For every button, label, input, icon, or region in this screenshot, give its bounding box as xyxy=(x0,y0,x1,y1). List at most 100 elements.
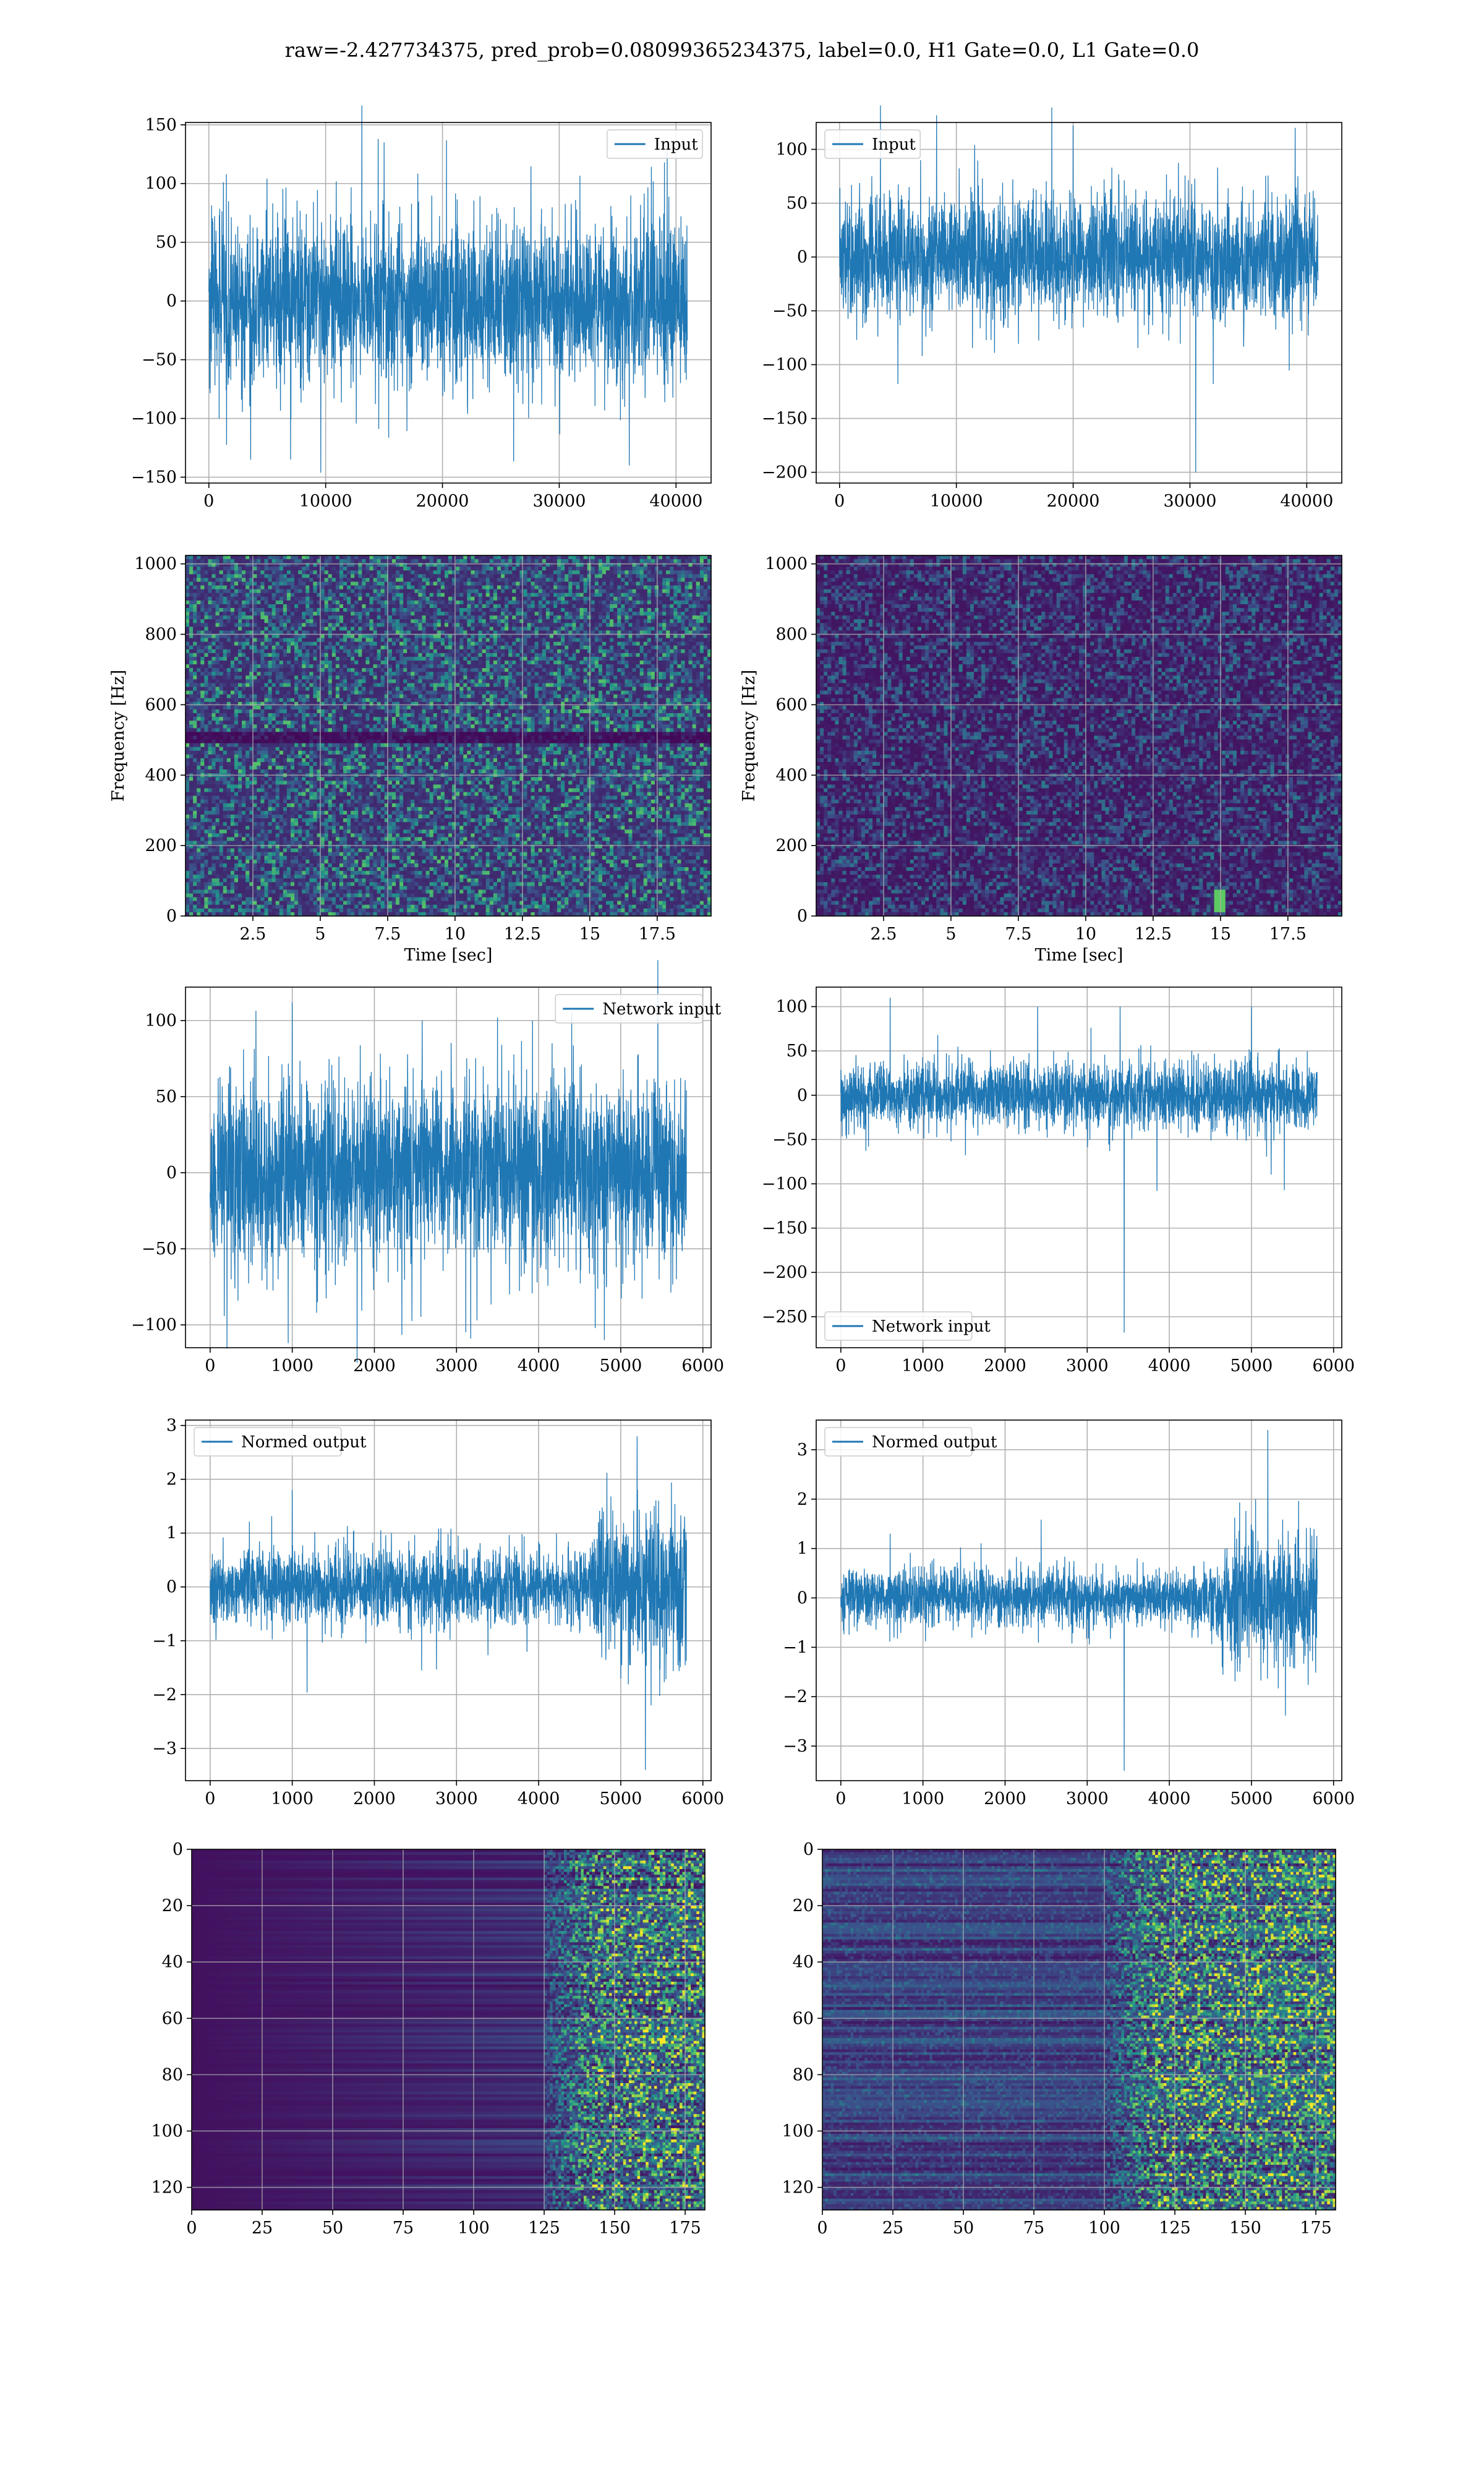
h1-input-ytick-label: 0 xyxy=(166,292,177,311)
h1-normed-output-ytick-label: −1 xyxy=(152,1632,177,1651)
l1-normed-output-ytick-label: −3 xyxy=(783,1737,808,1756)
l1-network-input-axes-frame xyxy=(816,987,1342,1348)
h1-network-input-xtick-label: 5000 xyxy=(600,1356,642,1376)
h1-network-input-xtick-label: 1000 xyxy=(271,1356,313,1376)
l1-feature-map-ytick-label: 80 xyxy=(793,2065,814,2084)
l1-feature-map-xtick-label: 125 xyxy=(1159,2219,1191,2238)
h1-feature-map-heatmap-cells xyxy=(192,1849,706,2211)
h1-network-input-ytick-label: −50 xyxy=(142,1239,177,1259)
l1-spectrogram-xtick-label: 2.5 xyxy=(870,925,897,944)
h1-network-input-xtick-label: 6000 xyxy=(681,1356,724,1376)
h1-input-xtick-label: 20000 xyxy=(416,492,469,511)
l1-input-tick-labels: 0 10000 20000 30000 40000−200−150−100−500501… xyxy=(762,140,1333,511)
h1-feature-map-ytick-label: 40 xyxy=(162,1953,183,1972)
l1-normed-output-xtick-label: 3000 xyxy=(1066,1789,1109,1808)
h1-spectrogram-ytick-label: 600 xyxy=(145,695,177,714)
l1-input-ytick-label: −200 xyxy=(762,463,808,482)
l1-feature-map-ytick-label: 0 xyxy=(803,1840,814,1859)
l1-network-input-ytick-label: −250 xyxy=(762,1308,808,1327)
l1-normed-output-xtick-label: 1000 xyxy=(902,1789,944,1808)
l1-feature-map-xtick-label: 75 xyxy=(1023,2219,1044,2238)
h1-feature-map-xtick-label: 175 xyxy=(669,2219,701,2238)
h1-spectrogram-xtick-label: 12.5 xyxy=(504,925,541,944)
l1-input-ytick-label: −150 xyxy=(762,409,808,429)
l1-feature-map-xtick-label: 50 xyxy=(953,2219,974,2238)
h1-spectrogram-xtick-label: 7.5 xyxy=(374,925,401,944)
h1-feature-map-xtick-label: 0 xyxy=(186,2219,197,2238)
h1-feature-map-xtick-label: 25 xyxy=(252,2219,273,2238)
l1-spectrogram-xtick-label: 15 xyxy=(1210,925,1231,944)
l1-input-series-line xyxy=(840,105,1318,472)
l1-spectrogram-xtick-label: 5 xyxy=(945,925,956,944)
l1-spectrogram-xtick-label: 17.5 xyxy=(1269,925,1307,944)
l1-normed-output-ytick-label: 0 xyxy=(797,1589,808,1608)
h1-feature-map-ytick-label: 60 xyxy=(162,2009,183,2028)
h1-network-input-legend-label: Network input xyxy=(602,1000,721,1019)
l1-spectrogram-ytick-label: 600 xyxy=(775,695,808,714)
h1-normed-output-xtick-label: 3000 xyxy=(435,1789,478,1808)
h1-input-ytick-label: 150 xyxy=(145,116,177,135)
l1-network-input-ytick-label: 50 xyxy=(787,1042,808,1061)
l1-spectrogram-ytick-label: 0 xyxy=(797,907,808,926)
h1-network-input-ytick-label: 100 xyxy=(145,1011,177,1030)
h1-normed-output-ytick-label: 3 xyxy=(166,1416,177,1436)
l1-network-input-xtick-label: 4000 xyxy=(1148,1356,1191,1376)
l1-spectrogram-ytick-label: 1000 xyxy=(765,555,808,574)
l1-spectrogram-heatmap-cells xyxy=(816,555,1342,917)
l1-normed-output-ytick-label: 3 xyxy=(797,1440,808,1460)
h1-spectrogram-xtick-label: 2.5 xyxy=(239,925,266,944)
h1-normed-output-xtick-label: 5000 xyxy=(600,1789,642,1808)
h1-network-input-legend: Network input xyxy=(555,995,721,1023)
l1-network-input-grid xyxy=(816,987,1342,1348)
l1-input-xtick-label: 40000 xyxy=(1280,492,1333,511)
h1-normed-output-ytick-label: −2 xyxy=(152,1685,177,1705)
h1-network-input-xtick-label: 2000 xyxy=(353,1356,396,1376)
l1-network-input-xtick-label: 3000 xyxy=(1066,1356,1109,1376)
h1-spectrogram-xtick-label: 15 xyxy=(579,925,600,944)
l1-input-xtick-label: 10000 xyxy=(930,492,983,511)
h1-normed-output-legend: Normed output xyxy=(194,1427,367,1456)
l1-feature-map-ytick-label: 60 xyxy=(793,2009,814,2028)
l1-normed-output-xtick-label: 4000 xyxy=(1148,1789,1191,1808)
h1-feature-map-ytick-label: 0 xyxy=(173,1840,183,1859)
l1-spectrogram-ytick-label: 200 xyxy=(775,836,808,855)
l1-input-ytick-label: −50 xyxy=(772,302,808,321)
l1-network-input-ytick-label: 100 xyxy=(775,998,808,1017)
l1-normed-output-ytick-label: 1 xyxy=(797,1539,808,1559)
h1-normed-output-ytick-label: −3 xyxy=(152,1739,177,1758)
l1-normed-output-ytick-label: −2 xyxy=(783,1687,808,1706)
h1-input-xtick-label: 30000 xyxy=(532,492,586,511)
h1-feature-map-ytick-label: 120 xyxy=(151,2178,183,2198)
l1-network-input-xtick-label: 1000 xyxy=(902,1356,944,1376)
h1-normed-output-ytick-label: 0 xyxy=(166,1578,177,1597)
l1-network-input-ytick-label: −150 xyxy=(762,1219,808,1238)
h1-input-ytick-label: −100 xyxy=(131,409,177,429)
l1-normed-output-xtick-label: 0 xyxy=(835,1789,846,1808)
l1-normed-output-xtick-label: 6000 xyxy=(1312,1789,1355,1808)
l1-input-ytick-label: 0 xyxy=(797,248,808,267)
h1-spectrogram-ylabel: Frequency [Hz] xyxy=(109,670,128,802)
h1-network-input-xtick-label: 3000 xyxy=(435,1356,478,1376)
l1-feature-map-ytick-label: 120 xyxy=(782,2178,814,2198)
h1-network-input-ytick-label: 50 xyxy=(156,1087,177,1106)
l1-network-input-legend-label: Network input xyxy=(872,1317,991,1336)
h1-spectrogram-ytick-label: 0 xyxy=(166,907,177,926)
h1-network-input-ytick-label: −100 xyxy=(131,1316,177,1335)
h1-network-input-xtick-label: 0 xyxy=(205,1356,215,1376)
h1-feature-map-xtick-label: 75 xyxy=(393,2219,414,2238)
l1-network-input-ytick-label: −200 xyxy=(762,1263,808,1282)
l1-spectrogram-xtick-label: 7.5 xyxy=(1005,925,1031,944)
h1-spectrogram-xtick-label: 10 xyxy=(445,925,466,944)
l1-network-input-xtick-label: 2000 xyxy=(984,1356,1026,1376)
l1-input-xtick-label: 0 xyxy=(834,492,845,511)
l1-network-input-ytick-label: 0 xyxy=(797,1086,808,1105)
l1-network-input-xtick-label: 5000 xyxy=(1230,1356,1273,1376)
